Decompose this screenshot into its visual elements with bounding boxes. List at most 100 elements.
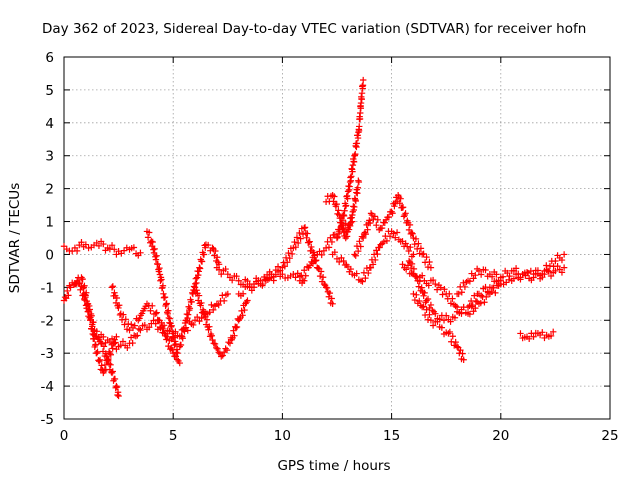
data-point — [362, 274, 369, 282]
data-point — [326, 289, 334, 297]
data-point — [119, 338, 127, 345]
data-point — [193, 287, 200, 294]
data-point — [239, 312, 246, 319]
data-point — [343, 233, 351, 240]
data-point — [132, 332, 139, 340]
data-point — [228, 276, 236, 284]
data-point — [108, 242, 116, 249]
data-point — [425, 282, 432, 289]
axis-ticks: 0 5 10 15 20 25 -5 -4 -3 -2 -1 0 1 2 3 4 5 6 — [41, 50, 619, 444]
data-point — [415, 240, 422, 247]
data-point — [102, 350, 110, 357]
data-point — [219, 352, 226, 359]
data-point — [441, 286, 448, 293]
data-point — [393, 229, 401, 236]
data-point — [299, 231, 307, 238]
data-point — [413, 291, 420, 298]
data-point — [90, 319, 97, 326]
y-tick-label: 2 — [45, 182, 54, 198]
data-point — [301, 224, 308, 232]
data-point — [449, 295, 456, 302]
data-point — [329, 192, 336, 199]
data-point — [317, 268, 325, 275]
data-point — [427, 264, 435, 271]
data-point — [285, 249, 292, 257]
data-point — [420, 303, 427, 310]
data-point — [308, 243, 315, 251]
grid — [64, 57, 610, 419]
data-point — [468, 270, 475, 277]
y-tick-label: 0 — [45, 247, 54, 263]
data-point — [152, 320, 159, 327]
data-point — [345, 226, 353, 233]
data-point — [126, 326, 133, 334]
data-point — [196, 265, 204, 272]
data-point — [232, 324, 240, 331]
data-point — [493, 278, 500, 285]
data-point — [222, 345, 229, 352]
data-point — [492, 289, 499, 297]
data-point — [158, 319, 165, 327]
data-point — [176, 359, 183, 367]
data-point — [108, 369, 116, 377]
data-point — [174, 349, 181, 357]
data-point — [372, 256, 379, 264]
data-point — [429, 307, 436, 314]
data-point — [451, 314, 459, 321]
data-point — [241, 306, 248, 314]
data-point — [279, 271, 286, 278]
data-point — [196, 264, 203, 271]
data-point — [309, 260, 317, 267]
y-tick-label: -3 — [41, 346, 54, 362]
data-point — [373, 221, 380, 229]
data-point — [426, 258, 433, 266]
data-point — [472, 297, 480, 305]
data-point — [333, 234, 341, 242]
data-point — [215, 266, 223, 273]
data-point — [499, 273, 507, 280]
data-point — [312, 257, 320, 264]
data-point — [100, 240, 107, 248]
data-point — [320, 280, 328, 288]
data-point — [420, 250, 427, 258]
data-point — [405, 257, 413, 265]
data-point — [109, 345, 116, 352]
data-point — [299, 276, 306, 284]
data-point — [198, 299, 205, 307]
data-point — [78, 239, 85, 246]
data-point — [472, 272, 479, 279]
data-point — [144, 234, 152, 241]
data-point — [218, 353, 225, 360]
data-point — [416, 297, 423, 305]
data-point — [328, 238, 336, 246]
data-point — [215, 261, 223, 268]
data-point — [152, 310, 159, 317]
data-point — [152, 256, 160, 263]
data-point — [341, 207, 348, 214]
data-point — [460, 356, 467, 363]
data-point — [95, 242, 103, 250]
data-point — [423, 306, 430, 313]
data-point — [356, 123, 363, 130]
data-point — [438, 324, 446, 331]
data-point — [550, 328, 557, 335]
data-point — [93, 349, 100, 357]
data-point — [432, 310, 439, 317]
data-point — [482, 266, 489, 274]
x-tick-label: 15 — [383, 428, 400, 444]
data-point — [233, 272, 240, 280]
data-point — [153, 252, 160, 259]
data-point — [453, 343, 461, 350]
data-point — [510, 275, 518, 282]
data-point — [391, 203, 398, 210]
data-point — [460, 279, 467, 287]
chart-title: Day 362 of 2023, Sidereal Day-to-day VTE… — [42, 21, 586, 37]
x-tick-label: 0 — [60, 428, 69, 444]
data-point — [466, 278, 474, 285]
data-point — [111, 375, 119, 383]
data-point — [354, 184, 362, 191]
x-tick-label: 10 — [274, 428, 291, 444]
data-point — [347, 265, 355, 273]
data-point — [100, 343, 108, 350]
